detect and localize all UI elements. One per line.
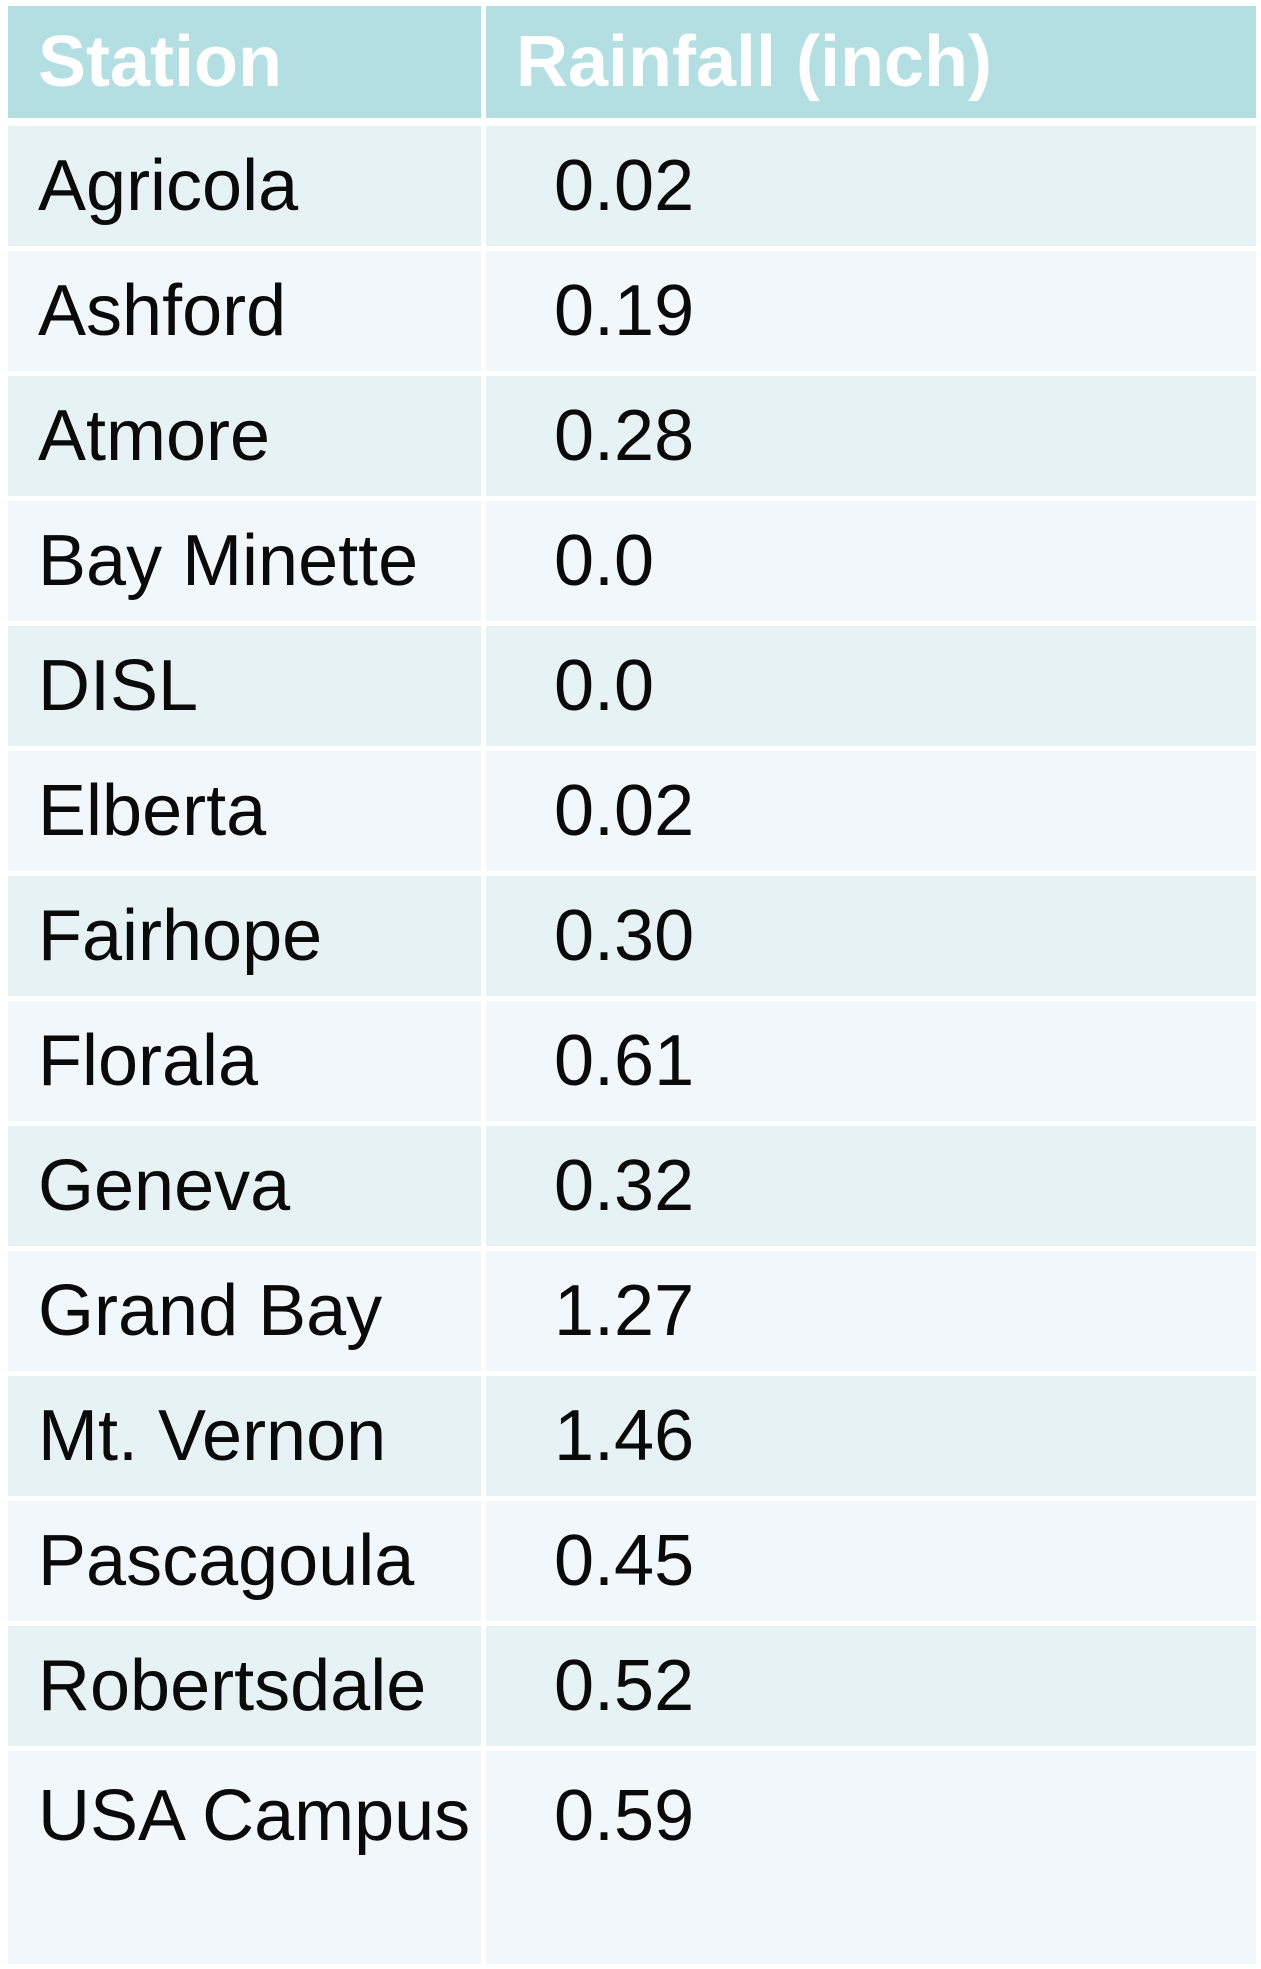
table-row: Elberta 0.02 bbox=[8, 751, 1256, 876]
rainfall-column-header: Rainfall (inch) bbox=[516, 22, 993, 102]
station-cell: Elberta bbox=[8, 751, 486, 871]
table-row: USA Campus 0.59 bbox=[8, 1751, 1256, 1969]
station-cell: Atmore bbox=[8, 376, 486, 496]
table-row: Atmore 0.28 bbox=[8, 376, 1256, 501]
rainfall-cell: 0.59 bbox=[554, 1776, 695, 1856]
station-cell: Florala bbox=[8, 1001, 486, 1121]
rainfall-cell: 0.0 bbox=[554, 646, 655, 726]
station-cell: Bay Minette bbox=[8, 501, 486, 621]
table-header-row: Station Rainfall (inch) bbox=[8, 6, 1256, 126]
rainfall-cell: 0.32 bbox=[554, 1146, 695, 1226]
station-cell: Grand Bay bbox=[8, 1251, 486, 1371]
rainfall-table: Station Rainfall (inch) Agricola 0.02 As… bbox=[8, 6, 1256, 1969]
station-cell: Geneva bbox=[8, 1126, 486, 1246]
table-row: Grand Bay 1.27 bbox=[8, 1251, 1256, 1376]
table-row: Geneva 0.32 bbox=[8, 1126, 1256, 1251]
rainfall-cell: 0.19 bbox=[554, 271, 695, 351]
table-row: Pascagoula 0.45 bbox=[8, 1501, 1256, 1626]
station-cell: Robertsdale bbox=[8, 1626, 486, 1746]
station-cell: Ashford bbox=[8, 251, 486, 371]
table-row: DISL 0.0 bbox=[8, 626, 1256, 751]
rainfall-cell: 0.02 bbox=[554, 146, 695, 226]
rainfall-cell: 0.52 bbox=[554, 1646, 695, 1726]
station-cell: USA Campus bbox=[8, 1751, 486, 1964]
rainfall-cell: 0.28 bbox=[554, 396, 695, 476]
table-row: Robertsdale 0.52 bbox=[8, 1626, 1256, 1751]
station-cell: Agricola bbox=[8, 126, 486, 246]
station-cell: DISL bbox=[8, 626, 486, 746]
table-row: Bay Minette 0.0 bbox=[8, 501, 1256, 626]
table-row: Ashford 0.19 bbox=[8, 251, 1256, 376]
rainfall-cell: 0.45 bbox=[554, 1521, 695, 1601]
rainfall-cell: 0.30 bbox=[554, 896, 695, 976]
rainfall-cell: 1.46 bbox=[554, 1396, 695, 1476]
rainfall-cell: 0.02 bbox=[554, 771, 695, 851]
station-cell: Mt. Vernon bbox=[8, 1376, 486, 1496]
station-cell: Pascagoula bbox=[8, 1501, 486, 1621]
table-row: Fairhope 0.30 bbox=[8, 876, 1256, 1001]
rainfall-cell: 1.27 bbox=[554, 1271, 695, 1351]
rainfall-cell: 0.61 bbox=[554, 1021, 695, 1101]
table-row: Florala 0.61 bbox=[8, 1001, 1256, 1126]
table-row: Mt. Vernon 1.46 bbox=[8, 1376, 1256, 1501]
rainfall-cell: 0.0 bbox=[554, 521, 655, 601]
table-row: Agricola 0.02 bbox=[8, 126, 1256, 251]
station-cell: Fairhope bbox=[8, 876, 486, 996]
station-column-header: Station bbox=[8, 6, 486, 118]
